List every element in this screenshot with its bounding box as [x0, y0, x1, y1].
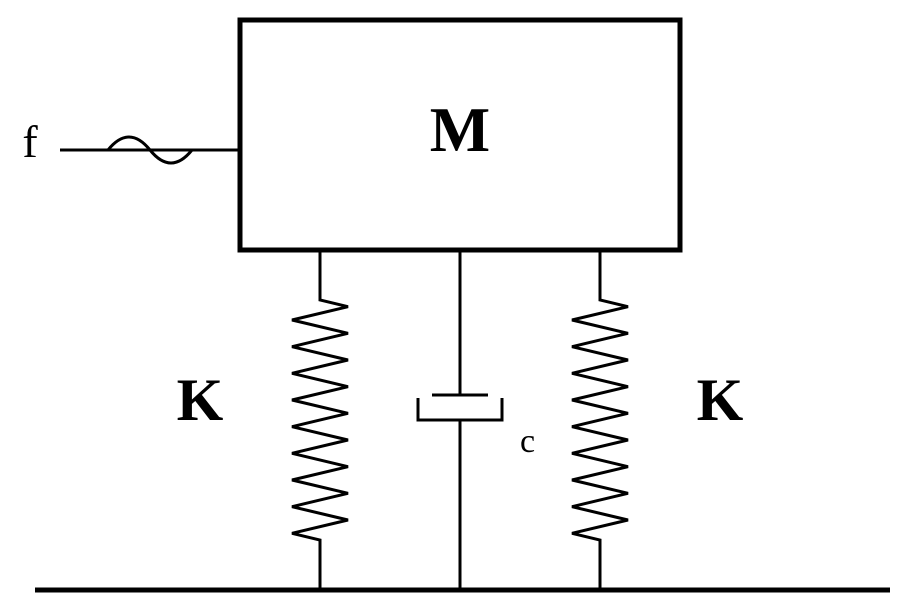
spring-left — [292, 250, 348, 590]
spring-left-label: K — [177, 367, 224, 433]
spring-right-label: K — [697, 367, 744, 433]
mass-label: M — [430, 94, 490, 165]
force-label: f — [22, 116, 38, 167]
damper-cup — [418, 398, 502, 420]
spring-right — [572, 250, 628, 590]
damper-label: c — [520, 423, 535, 460]
